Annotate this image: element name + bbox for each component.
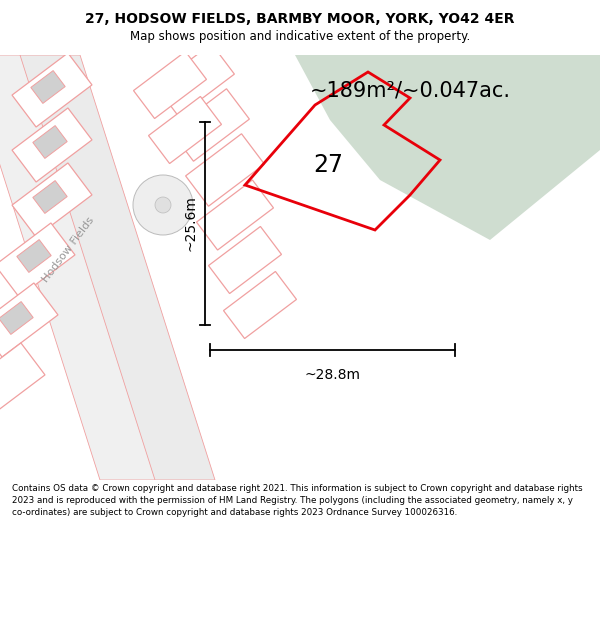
Polygon shape (31, 71, 65, 103)
Text: 27: 27 (313, 153, 343, 177)
Polygon shape (17, 239, 51, 272)
Polygon shape (20, 55, 215, 480)
Circle shape (155, 197, 171, 213)
Text: ~28.8m: ~28.8m (305, 368, 361, 382)
Polygon shape (295, 55, 600, 240)
Polygon shape (12, 53, 92, 127)
Polygon shape (170, 89, 250, 161)
Polygon shape (0, 55, 165, 480)
Polygon shape (0, 283, 58, 357)
Polygon shape (0, 343, 45, 417)
Polygon shape (33, 181, 67, 213)
Polygon shape (33, 126, 67, 158)
Polygon shape (185, 134, 265, 206)
Text: ~25.6m: ~25.6m (184, 196, 198, 251)
Text: 27, HODSOW FIELDS, BARMBY MOOR, YORK, YO42 4ER: 27, HODSOW FIELDS, BARMBY MOOR, YORK, YO… (85, 12, 515, 26)
Polygon shape (224, 271, 296, 339)
Text: ~189m²/~0.047ac.: ~189m²/~0.047ac. (310, 80, 511, 100)
Polygon shape (155, 44, 235, 116)
Polygon shape (197, 180, 274, 250)
Text: Contains OS data © Crown copyright and database right 2021. This information is : Contains OS data © Crown copyright and d… (12, 484, 583, 517)
Polygon shape (12, 163, 92, 237)
Polygon shape (0, 302, 33, 334)
Polygon shape (12, 108, 92, 182)
Circle shape (133, 175, 193, 235)
Polygon shape (134, 51, 206, 119)
Polygon shape (0, 223, 75, 297)
Polygon shape (149, 96, 221, 164)
Text: Map shows position and indicative extent of the property.: Map shows position and indicative extent… (130, 30, 470, 43)
Polygon shape (209, 226, 281, 294)
Text: Hodsow Fields: Hodsow Fields (40, 216, 96, 284)
